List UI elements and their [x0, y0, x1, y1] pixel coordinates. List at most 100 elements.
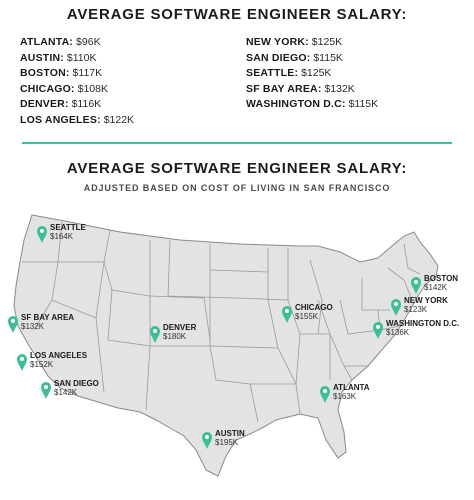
marker-salary-label: $152K	[30, 360, 54, 369]
state-borders	[22, 221, 421, 423]
state-border-line	[309, 259, 323, 335]
marker-city-label: CHICAGO	[295, 303, 333, 312]
marker-seattle: SEATTLE$164K	[37, 223, 87, 243]
marker-washington-dc: WASHINGTON D.C.$136K	[373, 319, 459, 339]
salary-value: $122K	[103, 113, 135, 126]
state-border-line	[339, 299, 381, 335]
map-pin-center	[20, 357, 24, 361]
marker-salary-label: $142K	[424, 283, 448, 292]
marker-austin: AUSTIN$195K	[202, 429, 245, 449]
salary-value: $125K	[311, 36, 343, 48]
marker-new-york: NEW YORK$123K	[391, 296, 448, 316]
city-label: SAN DIEGO:	[246, 51, 311, 64]
marker-salary-label: $142K	[54, 388, 78, 397]
map-pin-icon	[41, 382, 51, 399]
salary-row: WASHINGTON D.C: $115K	[246, 97, 378, 113]
us-outline	[13, 214, 439, 477]
state-border-line	[167, 295, 237, 299]
state-border-line	[149, 295, 211, 341]
marker-city-label: SF BAY AREA	[21, 313, 74, 322]
marker-salary-label: $163K	[333, 392, 357, 401]
salary-row: CHICAGO: $108K	[20, 82, 134, 98]
marker-city-label: BOSTON	[424, 274, 458, 283]
state-border-line	[209, 345, 279, 349]
state-border-line	[295, 333, 301, 415]
marker-san-diego: SAN DIEGO$142K	[41, 379, 99, 399]
salary-value: $132K	[324, 82, 355, 95]
marker-sf-bay-area: SF BAY AREA$132K	[8, 313, 74, 333]
top-title: AVERAGE SOFTWARE ENGINEER SALARY:	[66, 6, 408, 23]
salary-row: DENVER: $116K	[20, 97, 134, 113]
city-label: CHICAGO:	[20, 82, 75, 95]
marker-city-label: DENVER	[163, 323, 197, 332]
marker-city-label: LOS ANGELES	[30, 351, 88, 360]
salary-value: $117K	[72, 67, 103, 79]
state-border-line	[145, 240, 151, 411]
map-pin-icon	[202, 432, 212, 449]
city-label: SF BAY AREA:	[246, 82, 322, 95]
city-label: DENVER:	[20, 98, 69, 110]
map-pin-icon	[373, 322, 383, 339]
map-pin-icon	[8, 316, 18, 333]
marker-city-label: NEW YORK	[404, 296, 448, 305]
state-border-line	[51, 299, 105, 393]
map-pin-center	[11, 319, 15, 323]
map-pin-center	[285, 309, 289, 313]
state-border-line	[167, 239, 171, 297]
salary-row: ATLANTA: $96K	[20, 35, 134, 51]
city-label: WASHINGTON D.C:	[246, 98, 346, 110]
city-label: NEW YORK:	[246, 36, 309, 48]
state-border-line	[287, 248, 330, 335]
state-border-line	[317, 299, 353, 381]
map-title: AVERAGE SOFTWARE ENGINEER SALARY:	[66, 160, 408, 177]
map-pin-center	[414, 280, 418, 284]
salary-row: AUSTIN: $110K	[20, 51, 134, 67]
salary-value: $115K	[313, 51, 343, 64]
marker-salary-label: $136K	[386, 328, 410, 337]
map-pin-icon	[150, 326, 160, 343]
salary-row: BOSTON: $117K	[20, 66, 134, 82]
marker-city-label: SEATTLE	[50, 223, 87, 232]
marker-salary-label: $123K	[404, 305, 428, 314]
map-pin-center	[323, 389, 327, 393]
city-label: AUSTIN:	[20, 51, 64, 64]
section-divider	[22, 142, 452, 144]
marker-salary-label: $180K	[163, 332, 187, 341]
salary-row: SAN DIEGO: $115K	[246, 51, 378, 67]
marker-city-label: SAN DIEGO	[54, 379, 99, 388]
salary-row: NEW YORK: $125K	[246, 35, 378, 51]
state-border-line	[107, 289, 210, 347]
salary-row: LOS ANGELES: $122K	[20, 113, 134, 129]
city-label: LOS ANGELES:	[20, 113, 101, 126]
state-border-line	[267, 248, 297, 385]
city-label: ATLANTA:	[20, 36, 74, 48]
state-border-line	[235, 297, 289, 301]
marker-city-label: AUSTIN	[215, 429, 245, 438]
marker-salary-label: $195K	[215, 438, 239, 447]
state-border-line	[387, 267, 413, 301]
state-border-line	[33, 299, 53, 331]
map-pin-center	[40, 229, 44, 233]
salary-row: SEATTLE: $125K	[246, 66, 378, 82]
map-pin-center	[394, 302, 398, 306]
state-border-line	[209, 269, 269, 273]
salary-list-right: NEW YORK: $125K SAN DIEGO: $115K SEATTLE…	[246, 35, 378, 113]
map-pin-center	[376, 325, 380, 329]
map-pin-icon	[320, 386, 330, 403]
marker-los-angeles: LOS ANGELES$152K	[17, 351, 88, 371]
salary-value: $96K	[76, 36, 101, 48]
marker-boston: BOSTON$142K	[411, 274, 458, 294]
state-border-line	[361, 278, 390, 311]
salary-value: $108K	[77, 82, 108, 95]
salary-value: $116K	[71, 98, 102, 110]
map-pin-center	[205, 435, 209, 439]
marker-atlanta: ATLANTA$163K	[320, 383, 370, 403]
marker-denver: DENVER$180K	[150, 323, 197, 343]
marker-chicago: CHICAGO$155K	[282, 303, 333, 323]
map-pin-center	[153, 329, 157, 333]
map-pin-icon	[37, 226, 47, 243]
salary-value: $125K	[301, 67, 332, 79]
marker-city-label: WASHINGTON D.C.	[386, 319, 459, 328]
marker-salary-label: $164K	[50, 232, 74, 241]
